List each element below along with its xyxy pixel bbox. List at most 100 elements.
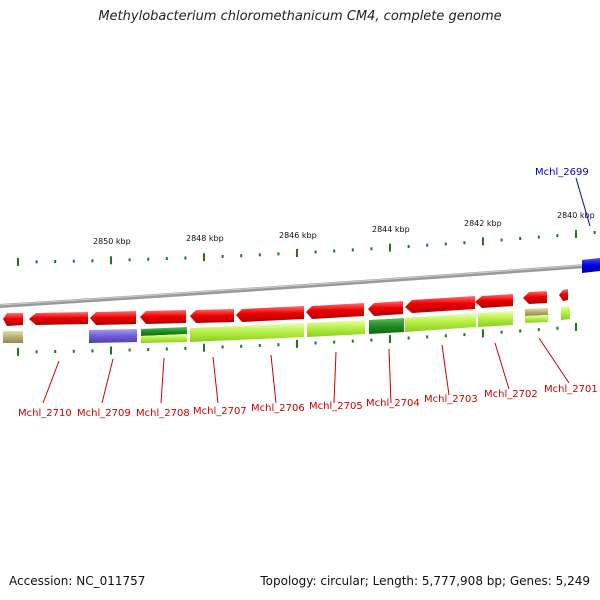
minor-tick <box>184 256 187 260</box>
cog-block-lime-6 <box>525 315 548 323</box>
gene-mchl-2703[interactable] <box>368 301 403 316</box>
minor-tick <box>500 330 503 334</box>
minor-tick <box>407 245 410 248</box>
cog-block-khaki-2 <box>525 308 548 316</box>
gene-label[interactable]: Mchl_2704 <box>366 398 420 409</box>
kbp-label: 2842 kbp <box>464 219 502 228</box>
major-tick <box>110 256 112 265</box>
leader-line <box>42 360 60 404</box>
minor-tick <box>128 258 131 262</box>
major-tick <box>110 346 112 355</box>
gene-label[interactable]: Mchl_2702 <box>484 389 538 400</box>
cog-block-green-1 <box>141 327 187 336</box>
minor-tick <box>370 247 373 251</box>
gene-mchl-2710[interactable] <box>3 313 23 326</box>
minor-tick <box>537 328 540 332</box>
gene-mchl-2704[interactable] <box>306 303 364 319</box>
leader-line <box>388 348 392 404</box>
gene-label[interactable]: Mchl_2707 <box>193 406 247 417</box>
accession-text: Accession: NC_011757 <box>9 574 146 588</box>
minor-tick <box>556 326 559 330</box>
minor-tick <box>165 347 168 351</box>
minor-tick <box>72 349 75 353</box>
cog-block-khaki-1 <box>3 331 23 343</box>
minor-tick <box>537 235 540 239</box>
major-tick <box>203 253 205 262</box>
gene-mchl-2709[interactable] <box>29 312 88 325</box>
gene-mchl-2700b[interactable] <box>559 289 568 301</box>
minor-tick <box>463 333 466 337</box>
major-tick <box>17 347 19 356</box>
gene-label[interactable]: Mchl_2706 <box>251 403 305 414</box>
gene-mchl-2706[interactable] <box>190 309 234 323</box>
cog-block-green-2 <box>369 318 404 334</box>
minor-tick <box>54 350 57 353</box>
gene-label[interactable]: Mchl_2701 <box>544 384 598 395</box>
leader-line <box>101 358 114 404</box>
leader-line <box>441 344 450 396</box>
leader-line <box>538 337 570 384</box>
cog-block-lime-4 <box>405 313 476 332</box>
cog-block-lime-5 <box>478 311 513 327</box>
cog-band <box>3 306 570 343</box>
minor-tick <box>593 231 596 234</box>
cog-block-lime-1 <box>141 334 187 343</box>
lower-ticks <box>17 322 577 356</box>
minor-tick <box>221 345 224 349</box>
gene-mchl-2702[interactable] <box>405 296 475 313</box>
cog-block-purple <box>89 329 137 343</box>
major-tick <box>482 237 484 246</box>
minor-tick <box>351 248 354 252</box>
minor-tick <box>500 238 503 242</box>
major-tick <box>575 230 577 239</box>
major-tick <box>482 329 484 338</box>
minor-tick <box>426 335 429 339</box>
gene-mchl-2701[interactable] <box>475 294 513 308</box>
minor-tick <box>444 334 447 338</box>
minor-tick <box>277 252 280 256</box>
cog-block-lime-7 <box>561 306 570 320</box>
minor-tick <box>165 257 168 261</box>
gene-label[interactable]: Mchl_2703 <box>424 394 478 405</box>
major-tick <box>296 339 298 348</box>
cog-block-lime-3 <box>307 320 365 337</box>
map-title: Methylobacterium chloromethanicum CM4, c… <box>98 9 502 24</box>
gene-mchl-2705[interactable] <box>236 306 304 322</box>
gene-label[interactable]: Mchl_2705 <box>309 401 363 412</box>
leader-line <box>270 354 277 404</box>
leader-line <box>333 351 337 404</box>
minor-tick <box>91 349 94 353</box>
kbp-label: 2840 kbp <box>557 211 595 220</box>
major-tick <box>575 322 577 331</box>
gene-label[interactable]: Mchl_2709 <box>77 408 131 419</box>
major-tick <box>203 343 205 352</box>
gene-label-top[interactable]: Mchl_2699 <box>535 167 589 178</box>
major-tick <box>389 243 391 252</box>
major-tick <box>296 249 298 257</box>
gene-mchl-2707[interactable] <box>140 310 186 324</box>
minor-tick <box>351 339 354 343</box>
genome-stats-text: Topology: circular; Length: 5,777,908 bp… <box>260 574 590 588</box>
minor-tick <box>426 243 429 247</box>
gene-label[interactable]: Mchl_2708 <box>136 408 190 419</box>
minor-tick <box>333 340 336 344</box>
gene-mchl-2708[interactable] <box>90 311 136 325</box>
gene-mchl-2699[interactable] <box>582 258 600 273</box>
genome-backbone-highlight <box>0 263 600 306</box>
gene-label[interactable]: Mchl_2710 <box>18 408 72 419</box>
minor-tick <box>444 242 447 246</box>
minor-tick <box>519 329 522 333</box>
minor-tick <box>240 254 243 258</box>
minor-tick <box>277 343 280 347</box>
leader-line <box>160 357 165 404</box>
minor-tick <box>314 250 317 254</box>
minor-tick <box>147 257 150 261</box>
minor-tick <box>54 260 57 263</box>
minor-tick <box>463 241 466 245</box>
minor-tick <box>240 344 243 348</box>
kbp-label: 2850 kbp <box>93 237 131 246</box>
minor-tick <box>258 344 261 347</box>
gene-mchl-2700a[interactable] <box>523 291 547 304</box>
major-tick <box>17 257 19 266</box>
